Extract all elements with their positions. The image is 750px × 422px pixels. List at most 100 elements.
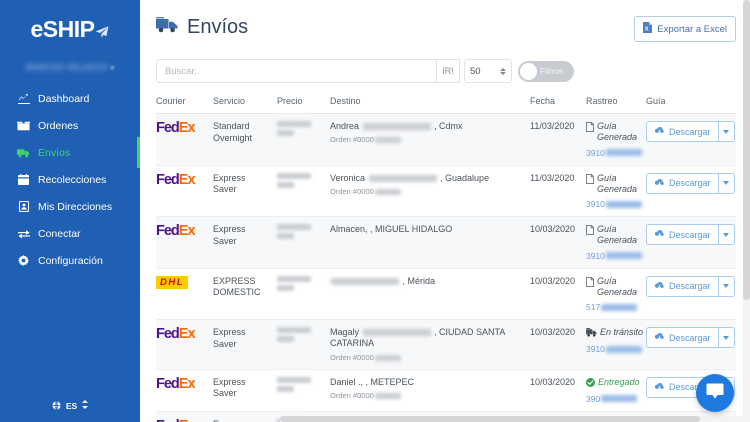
table-row[interactable]: FedEx Express Saver Veronica , Guadalupe Ord… bbox=[156, 165, 736, 217]
cell-guia: Descargar bbox=[646, 320, 736, 370]
cell-rastreo: Guía Generada 3910 bbox=[585, 217, 646, 269]
download-button[interactable]: Descargar bbox=[646, 172, 718, 194]
download-dropdown-button[interactable] bbox=[717, 224, 735, 245]
status-label: Guía Generada bbox=[597, 121, 638, 143]
column-header-servicio[interactable]: Servicio bbox=[213, 96, 277, 114]
cell-destino: , Mérida bbox=[330, 268, 530, 320]
stepper-arrows-icon[interactable] bbox=[500, 67, 506, 75]
cell-guia: Descargar bbox=[646, 165, 736, 217]
scrollbar-thumb[interactable] bbox=[280, 416, 700, 422]
main-content: Envíos X Exportar a Excel IR! 50 Filtros bbox=[140, 0, 750, 422]
table-row[interactable]: FedEx Express Saver Almacen, , MIGUEL HIDAL… bbox=[156, 216, 736, 269]
cell-guia: Descargar bbox=[646, 114, 736, 166]
scrollbar-thumb[interactable] bbox=[743, 0, 750, 300]
download-dropdown-button[interactable] bbox=[717, 275, 735, 297]
cell-courier: FedEx bbox=[156, 369, 213, 411]
download-button[interactable]: Descargar bbox=[646, 121, 718, 142]
sidebar-item-label: Envíos bbox=[38, 146, 71, 159]
download-dropdown-button[interactable] bbox=[717, 121, 735, 142]
language-selector[interactable]: ES bbox=[0, 400, 140, 422]
sidebar-item-configuracion[interactable]: Configuración bbox=[0, 247, 140, 274]
address-icon bbox=[17, 201, 30, 212]
cell-fecha: 10/03/2020 bbox=[530, 217, 586, 269]
orden-text: Orden #0000 bbox=[330, 135, 530, 144]
cell-rastreo: Guía Generada 3910 bbox=[585, 165, 646, 217]
cell-rastreo: Guía Generada 3910 bbox=[585, 114, 646, 166]
brand-logo[interactable]: eSHIP bbox=[0, 0, 140, 49]
sidebar-item-ordenes[interactable]: Ordenes bbox=[0, 112, 140, 139]
tracking-number[interactable]: 3910 bbox=[586, 344, 646, 354]
calendar-icon bbox=[17, 174, 30, 185]
search-input[interactable] bbox=[156, 59, 436, 83]
download-label: Descargar bbox=[669, 178, 711, 188]
sidebar-item-envios[interactable]: Envíos bbox=[0, 137, 140, 168]
cell-guia: Descargar bbox=[646, 217, 736, 269]
sidebar-item-conectar[interactable]: Conectar bbox=[0, 220, 140, 247]
sidebar-item-label: Dashboard bbox=[38, 92, 90, 105]
chat-bubble-button[interactable] bbox=[696, 374, 734, 412]
download-button-group: Descargar bbox=[646, 121, 736, 142]
servicio-text: EXPRESS DOMESTIC bbox=[213, 275, 261, 298]
sidebar-item-mis-direcciones[interactable]: Mis Direcciones bbox=[0, 193, 140, 220]
chevron-down-icon bbox=[723, 129, 730, 134]
cell-guia: Descargar bbox=[646, 268, 736, 320]
page-title: Envíos bbox=[156, 15, 248, 39]
table-row[interactable]: FedEx Express Saver Magaly , CIUDAD SANTA C… bbox=[156, 319, 736, 370]
sidebar-item-label: Recolecciones bbox=[38, 173, 107, 186]
cloud-download-icon bbox=[654, 229, 665, 240]
tracking-number[interactable]: 3910 bbox=[586, 251, 646, 261]
download-dropdown-button[interactable] bbox=[717, 172, 735, 194]
column-header-guia[interactable]: Guía bbox=[646, 96, 736, 114]
table-row[interactable]: FedEx Standard Overnight Andrea , Cdmx Orden… bbox=[156, 113, 736, 166]
download-button[interactable]: Descargar bbox=[646, 275, 718, 297]
document-icon bbox=[585, 121, 595, 135]
column-header-precio[interactable]: Precio bbox=[277, 96, 330, 114]
excel-file-icon: X bbox=[643, 22, 653, 36]
export-excel-button[interactable]: X Exportar a Excel bbox=[634, 16, 736, 42]
document-icon bbox=[585, 173, 595, 187]
sidebar-item-recolecciones[interactable]: Recolecciones bbox=[0, 166, 140, 193]
cell-precio bbox=[277, 320, 330, 370]
column-header-rastreo[interactable]: Rastreo bbox=[586, 96, 646, 114]
download-dropdown-button[interactable] bbox=[717, 327, 735, 348]
fecha-text: 11/03/2020 bbox=[530, 121, 575, 131]
fedex-logo: FedEx bbox=[156, 326, 196, 342]
user-menu[interactable]: MARCOS VELAZCO ▾ bbox=[0, 57, 140, 72]
search-go-button[interactable]: IR! bbox=[436, 59, 460, 83]
cell-precio bbox=[277, 217, 330, 269]
sidebar-item-dashboard[interactable]: Dashboard bbox=[0, 85, 140, 112]
download-button-group: Descargar bbox=[646, 275, 736, 297]
status-label: Guía Generada bbox=[597, 224, 638, 246]
tracking-number[interactable]: 517 bbox=[586, 302, 646, 312]
column-header-courier[interactable]: Courier bbox=[156, 96, 213, 114]
tracking-number[interactable]: 390 bbox=[586, 394, 646, 404]
cell-courier: FedEx bbox=[156, 411, 213, 422]
tracking-number[interactable]: 3910 bbox=[586, 148, 646, 158]
language-label: ES bbox=[65, 400, 78, 411]
destino-text: Magaly , CIUDAD SANTA CATARINA bbox=[330, 327, 505, 349]
orden-text: Orden #0000 bbox=[330, 391, 530, 400]
table-row[interactable]: DHL EXPRESS DOMESTIC , Mérida 10/03/2020 Guí… bbox=[156, 268, 736, 320]
download-button[interactable]: Descargar bbox=[646, 224, 718, 245]
cell-servicio: Standard Overnight bbox=[213, 114, 277, 166]
user-name: MARCOS VELAZCO bbox=[25, 63, 108, 72]
precio-redacted bbox=[277, 121, 330, 136]
cell-destino: Daniel ., , METEPEC Orden #0000 bbox=[330, 369, 530, 411]
table-row[interactable]: FedEx Express Saver Daniel ., , METEPEC Orde… bbox=[156, 369, 736, 412]
fedex-logo: FedEx bbox=[156, 171, 196, 188]
column-header-destino[interactable]: Destino bbox=[330, 96, 530, 114]
download-button[interactable]: Descargar bbox=[646, 327, 718, 348]
tracking-number[interactable]: 3910 bbox=[586, 199, 646, 209]
page-size-stepper[interactable]: 50 bbox=[464, 59, 512, 83]
table-header-row: Courier Servicio Precio Destino Fecha Ra… bbox=[156, 96, 736, 114]
sidebar-nav: Dashboard Ordenes Envíos Recolecciones M… bbox=[0, 85, 140, 274]
column-header-fecha[interactable]: Fecha bbox=[530, 96, 586, 114]
vertical-scrollbar[interactable] bbox=[743, 0, 750, 422]
horizontal-scrollbar[interactable] bbox=[280, 416, 743, 422]
filters-toggle[interactable]: Filtros bbox=[518, 60, 574, 82]
